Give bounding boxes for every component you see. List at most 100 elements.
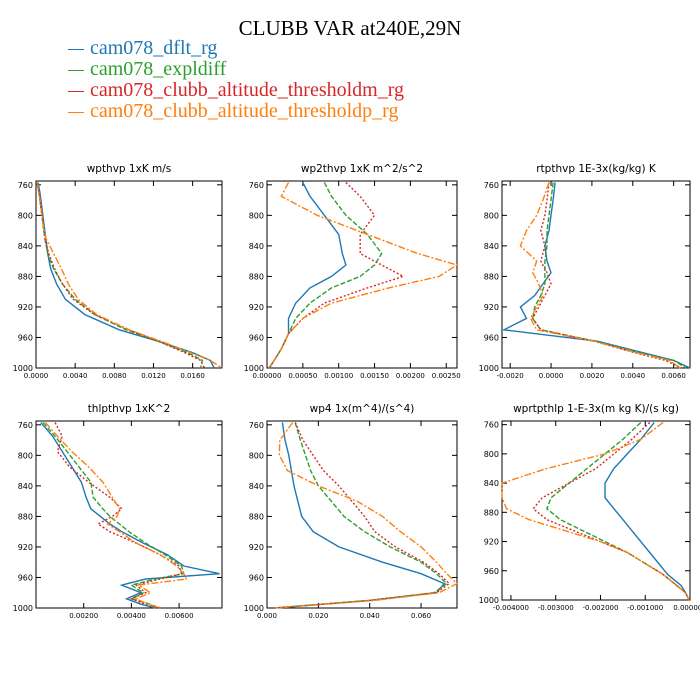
y-tick-label: 880 xyxy=(484,272,499,281)
plot-frame xyxy=(501,420,691,601)
y-tick-label: 760 xyxy=(18,181,33,190)
series-line xyxy=(36,182,223,369)
legend-item: cam078_dflt_rg xyxy=(68,38,404,59)
panel-title: wp4 1x(m^4)/(s^4) xyxy=(310,403,415,415)
y-tick-label: 920 xyxy=(484,303,499,312)
legend-swatch xyxy=(68,69,84,71)
x-tick-label: 0.0020 xyxy=(580,372,605,380)
y-tick-label: 1000 xyxy=(244,604,264,613)
y-tick-label: 760 xyxy=(249,181,264,190)
y-tick-label: 920 xyxy=(249,543,264,552)
x-tick-label: -0.002000 xyxy=(583,604,619,612)
x-tick-label: 0.0060 xyxy=(661,372,686,380)
series-line xyxy=(42,422,185,609)
x-tick-label: 0.00000 xyxy=(253,372,282,380)
panel-title: wpthvp 1xK m/s xyxy=(87,163,172,175)
y-tick-label: 920 xyxy=(249,303,264,312)
x-tick-label: 0.0040 xyxy=(621,372,646,380)
series-line xyxy=(54,422,183,609)
x-tick-label: 0.00050 xyxy=(288,372,317,380)
y-tick-label: 960 xyxy=(484,567,499,576)
x-tick-label: 0.00100 xyxy=(324,372,353,380)
series-line xyxy=(501,182,691,369)
legend: cam078_dflt_rg cam078_expldiff cam078_cl… xyxy=(68,38,404,122)
x-tick-label: -0.001000 xyxy=(627,604,663,612)
legend-item: cam078_clubb_altitude_thresholdp_rg xyxy=(68,101,404,122)
plot-frame xyxy=(266,420,458,609)
legend-item: cam078_clubb_altitude_thresholdm_rg xyxy=(68,80,404,101)
y-tick-label: 880 xyxy=(249,512,264,521)
series-line xyxy=(36,182,206,369)
x-tick-label: 0.0000 xyxy=(24,372,49,380)
y-tick-label: 840 xyxy=(249,242,264,251)
y-tick-label: 840 xyxy=(18,482,33,491)
y-tick-label: 960 xyxy=(18,573,33,582)
legend-label: cam078_clubb_altitude_thresholdm_rg xyxy=(90,79,405,101)
panel-title: rtpthvp 1E-3x(kg/kg) K xyxy=(536,163,657,175)
panel-title: wp2thvp 1xK m^2/s^2 xyxy=(301,163,423,175)
series-line xyxy=(36,182,204,369)
y-tick-label: 960 xyxy=(18,333,33,342)
plot-frame xyxy=(35,180,223,369)
x-tick-label: 0.0000 xyxy=(539,372,564,380)
plot-frame xyxy=(266,180,458,369)
y-tick-label: 960 xyxy=(484,333,499,342)
x-tick-label: 0.0040 xyxy=(63,372,88,380)
series-line xyxy=(268,182,459,369)
panel-title: wprtpthlp 1-E-3x(m kg K)/(s kg) xyxy=(513,403,679,415)
x-tick-label: 0.0080 xyxy=(102,372,127,380)
y-tick-label: 880 xyxy=(18,512,33,521)
x-tick-label: 0.00200 xyxy=(396,372,425,380)
y-tick-label: 800 xyxy=(484,211,499,220)
legend-swatch xyxy=(68,48,84,50)
y-tick-label: 800 xyxy=(249,451,264,460)
legend-label: cam078_dflt_rg xyxy=(90,37,218,59)
y-tick-label: 1000 xyxy=(479,596,499,605)
x-tick-label: 0.060 xyxy=(411,612,431,620)
y-tick-label: 760 xyxy=(484,181,499,190)
y-tick-label: 920 xyxy=(18,543,33,552)
y-tick-label: 880 xyxy=(484,508,499,517)
legend-label: cam078_expldiff xyxy=(90,58,227,80)
y-tick-label: 880 xyxy=(18,272,33,281)
legend-label: cam078_clubb_altitude_thresholdp_rg xyxy=(90,100,399,122)
y-tick-label: 960 xyxy=(249,333,264,342)
y-tick-label: 880 xyxy=(249,272,264,281)
x-tick-label: -0.0020 xyxy=(497,372,524,380)
y-tick-label: 760 xyxy=(18,421,33,430)
series-line xyxy=(44,422,188,609)
plot-frame xyxy=(35,420,223,609)
legend-swatch xyxy=(68,111,84,113)
y-tick-label: 1000 xyxy=(479,364,499,373)
y-tick-label: 800 xyxy=(249,211,264,220)
plot-frame xyxy=(501,180,691,369)
series-line xyxy=(274,422,459,609)
x-tick-label: -0.003000 xyxy=(538,604,574,612)
y-tick-label: 840 xyxy=(18,242,33,251)
series-line xyxy=(545,421,690,601)
series-line xyxy=(531,182,687,369)
series-line xyxy=(531,182,683,369)
x-tick-label: 0.00400 xyxy=(117,612,146,620)
y-tick-label: 1000 xyxy=(13,364,33,373)
y-tick-label: 960 xyxy=(249,573,264,582)
x-tick-label: 0.00150 xyxy=(360,372,389,380)
x-tick-label: 0.040 xyxy=(360,612,380,620)
x-tick-label: 0.00200 xyxy=(69,612,98,620)
series-line xyxy=(268,181,405,369)
legend-swatch xyxy=(68,90,84,92)
x-tick-label: 0.0120 xyxy=(141,372,166,380)
y-tick-label: 800 xyxy=(18,211,33,220)
y-tick-label: 840 xyxy=(249,482,264,491)
x-tick-label: 0.020 xyxy=(308,612,328,620)
y-tick-label: 760 xyxy=(484,421,499,430)
main-title: CLUBB VAR at240E,29N xyxy=(238,16,462,40)
series-line xyxy=(274,422,446,609)
x-tick-label: 0.00250 xyxy=(432,372,461,380)
series-line xyxy=(274,422,448,609)
x-tick-label: 0.0160 xyxy=(180,372,205,380)
panel-title: thlpthvp 1xK^2 xyxy=(88,403,171,415)
series-line xyxy=(40,422,220,609)
